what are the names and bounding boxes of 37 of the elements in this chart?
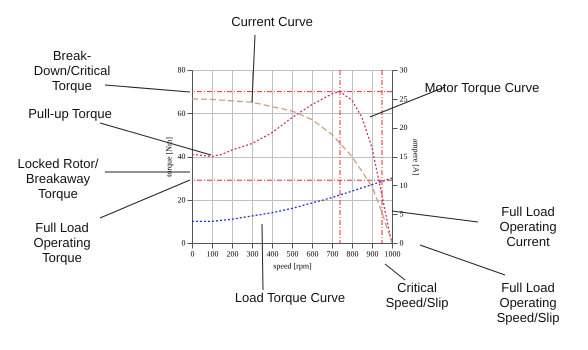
x-tick-label: 900 [366,250,378,258]
x-tick-label: 100 [206,250,218,258]
x-axis-title: speed [rpm] [273,262,312,270]
text: Full Load Operating Speed/Slip [496,280,560,325]
y2-tick-label: 5 [400,210,404,219]
y2-tick-label: 15 [400,152,408,161]
text: Full Load Operating Current [499,204,557,249]
x-tick-label: 300 [246,250,258,258]
y-tick-label: 40 [178,152,186,161]
x-tick-label: 700 [326,250,338,258]
text: Critical Speed/Slip [386,280,448,310]
y-tick-label: 0 [182,238,186,248]
line-series [192,177,392,222]
x-tick-label: 1000 [384,250,400,258]
x-tick-label: 200 [226,250,238,258]
text: Locked Rotor/ Breakaway Torque [18,156,99,201]
y2-tick-label: 10 [400,180,408,190]
y2-tick-label: 20 [400,123,408,132]
text: Break- Down/Critical Torque [34,48,110,93]
y2-tick-label: 25 [400,94,408,104]
text: Motor Torque Curve [424,80,540,95]
y2-tick-label: 30 [400,66,408,74]
annotation: Current Curve [231,14,313,29]
text: Pull-up Torque [28,106,112,121]
x-tick-label: 400 [266,250,278,258]
text: Full Load Operating Torque [33,220,91,265]
y-tick-label: 20 [178,195,186,204]
y2-tick-label: 0 [400,238,404,248]
x-tick-label: 600 [306,250,318,258]
y-axis-title: torque [Nm] [164,136,174,177]
y-tick-label: 60 [178,108,186,118]
x-tick-label: 500 [286,250,298,258]
text: Load Torque Curve [234,290,346,305]
y2-axis-title: ampere [A] [412,138,420,176]
x-tick-label: 0 [190,250,194,258]
x-tick-label: 800 [346,250,358,258]
y-tick-label: 80 [178,66,186,74]
